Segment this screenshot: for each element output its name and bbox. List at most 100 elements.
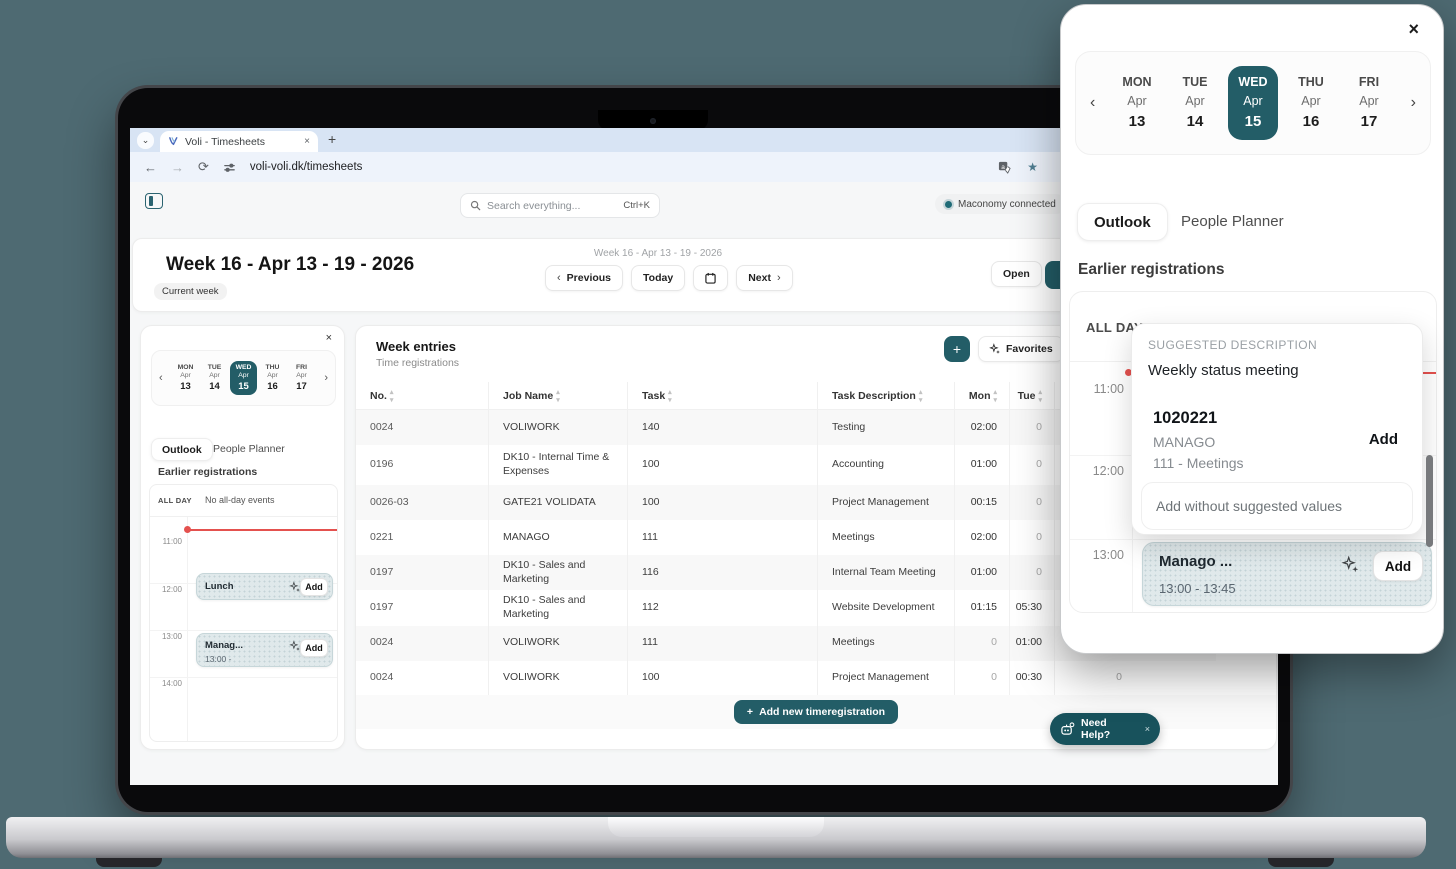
overlay-scrollbar[interactable] [1426, 455, 1433, 547]
chevron-left-icon[interactable]: ‹ [1090, 94, 1096, 111]
tab-people-planner[interactable]: People Planner [213, 443, 285, 455]
svg-text:a: a [1002, 163, 1006, 170]
plus-icon: + [746, 706, 754, 718]
current-time-dot [1125, 369, 1132, 376]
previous-week-button[interactable]: ‹ Previous [545, 265, 624, 291]
suggestion-task: 111 - Meetings [1153, 455, 1244, 471]
day-cell-fri[interactable]: FRI Apr 17 [1358, 75, 1380, 130]
suggestion-label: SUGGESTED DESCRIPTION [1148, 338, 1318, 352]
col-mon[interactable]: Mon ▴ ▾ [954, 382, 1009, 409]
laptop-notch [598, 110, 708, 130]
day-cell-mon[interactable]: MON Apr 13 [1122, 75, 1152, 130]
add-suggestion-button[interactable]: Add [1368, 431, 1398, 448]
calendar-event-manago[interactable]: Manag... 13:00 - Add [196, 633, 333, 667]
day-cell-tue[interactable]: TUE Apr 14 [1182, 75, 1208, 130]
browser-tab[interactable]: Voli - Timesheets × [160, 131, 318, 152]
laptop-foot [1268, 858, 1334, 867]
day-cell-thu[interactable]: THU Apr 16 [265, 363, 280, 392]
calendar-event-lunch[interactable]: Lunch Add [196, 573, 333, 600]
sort-icon: ▴ ▾ [556, 388, 560, 404]
earlier-registrations-title: Earlier registrations [158, 466, 258, 478]
week-navigation: ‹ Previous Today Next › [545, 265, 793, 291]
day-cell-thu[interactable]: THU Apr 16 [1298, 75, 1324, 130]
time-label: 13:00 [161, 632, 182, 641]
all-day-label: ALL DAY [158, 496, 192, 505]
sparkle-icon [289, 581, 300, 592]
day-cell-wed-selected[interactable]: WED Apr 15 [1228, 66, 1278, 140]
col-task[interactable]: Task ▴ ▾ [627, 382, 817, 409]
add-without-suggested-button[interactable]: Add without suggested values [1141, 482, 1413, 530]
day-cell-fri[interactable]: FRI Apr 17 [296, 363, 307, 392]
current-week-badge: Current week [154, 283, 227, 300]
current-time-line [186, 529, 337, 531]
tab-people-planner[interactable]: People Planner [1181, 213, 1284, 230]
day-cell-mon[interactable]: MON Apr 13 [177, 363, 194, 392]
translate-icon[interactable]: a [998, 161, 1011, 174]
favorites-button[interactable]: Favorites [978, 336, 1064, 362]
sparkle-icon [989, 343, 1000, 354]
day-calendar: ALL DAY No all-day events 11:00 12:00 13… [149, 484, 338, 742]
tab-close-icon[interactable]: × [304, 136, 310, 147]
today-button[interactable]: Today [631, 265, 686, 291]
no-all-day-events: No all-day events [205, 495, 275, 505]
add-event-button[interactable]: Add [300, 578, 328, 596]
forward-icon[interactable]: → [171, 159, 184, 175]
add-event-button[interactable]: Add [1373, 551, 1423, 581]
tab-title: Voli - Timesheets [185, 135, 265, 148]
col-task-description[interactable]: Task Description ▴ ▾ [817, 382, 954, 409]
close-icon[interactable]: × [1144, 724, 1150, 734]
table-row[interactable]: 0197 DK10 - Sales and Marketing 112 Webs… [356, 590, 1216, 626]
url-text[interactable]: voli-voli.dk/timesheets [249, 161, 363, 173]
sparkle-icon [289, 640, 300, 651]
next-week-button[interactable]: Next › [736, 265, 793, 291]
suggestion-job-name: MANAGO [1153, 434, 1216, 450]
sidebar-toggle-icon[interactable] [145, 193, 163, 209]
day-cell-wed-selected[interactable]: WED Apr 15 [230, 360, 257, 396]
chevron-right-icon[interactable]: › [1410, 94, 1416, 111]
back-icon[interactable]: ← [144, 159, 157, 175]
open-button[interactable]: Open [991, 261, 1042, 287]
day-cell-tue[interactable]: TUE Apr 14 [207, 363, 222, 392]
reload-icon[interactable]: ⟳ [198, 159, 209, 174]
planner-zoom-overlay: × ‹ MON Apr 13 TUE Apr 14 WED Apr 15 THU Apr 16 … [1060, 4, 1444, 654]
webcam-icon [650, 118, 656, 124]
week-entries-title: Week entries [376, 339, 456, 354]
add-new-timeregistration-button[interactable]: + Add new timeregistration [733, 700, 899, 724]
site-settings-icon[interactable] [223, 161, 236, 174]
chevron-left-icon[interactable]: ‹ [159, 372, 163, 384]
laptop-foot [96, 858, 162, 867]
add-entry-button[interactable]: + [944, 336, 970, 362]
calendar-picker-button[interactable] [693, 265, 729, 291]
time-label: 14:00 [161, 679, 182, 688]
chevron-left-icon: ‹ [557, 272, 561, 284]
bookmark-star-icon[interactable]: ★ [1027, 160, 1038, 174]
close-icon[interactable]: × [325, 332, 332, 344]
status-label: Maconomy connected [958, 198, 1056, 210]
time-label: 11:00 [1093, 382, 1124, 396]
col-job-name[interactable]: Job Name ▴ ▾ [488, 382, 627, 409]
suggestion-description: Weekly status meeting [1148, 362, 1299, 379]
search-input[interactable]: Search everything... Ctrl+K [460, 193, 660, 218]
new-tab-button[interactable]: + [328, 131, 337, 147]
table-row[interactable]: 0196 DK10 - Internal Time & Expenses 100… [356, 445, 1216, 485]
table-row[interactable]: 0221 MANAGO 111 Meetings 02:00 0 [356, 520, 1216, 555]
table-row[interactable]: 0024 VOLIWORK 100 Project Management 0 0… [356, 660, 1216, 696]
col-no[interactable]: No. ▴ ▾ [370, 388, 394, 404]
sort-icon: ▴ ▾ [668, 388, 672, 404]
week-nav-title: Week 16 - Apr 13 - 19 - 2026 [593, 248, 723, 259]
tab-search-chevron-icon[interactable]: ⌄ [137, 132, 154, 149]
chevron-right-icon[interactable]: › [324, 372, 328, 384]
sort-icon: ▴ ▾ [389, 388, 394, 404]
col-tue[interactable]: Tue ▴ ▾ [1009, 382, 1054, 409]
need-help-button[interactable]: Need Help? × [1050, 713, 1160, 745]
earlier-registrations-title: Earlier registrations [1078, 261, 1225, 278]
sparkle-icon [1341, 555, 1359, 573]
calendar-event-manago[interactable]: Manago ... Add 13:00 - 13:45 [1142, 542, 1432, 606]
close-icon[interactable]: × [1408, 19, 1419, 39]
tab-outlook[interactable]: Outlook [1077, 203, 1168, 241]
suggested-description-popup: SUGGESTED DESCRIPTION Weekly status meet… [1131, 323, 1423, 535]
add-event-button[interactable]: Add [300, 639, 328, 657]
time-label: 13:00 [1092, 548, 1124, 562]
tab-outlook[interactable]: Outlook [151, 438, 213, 461]
